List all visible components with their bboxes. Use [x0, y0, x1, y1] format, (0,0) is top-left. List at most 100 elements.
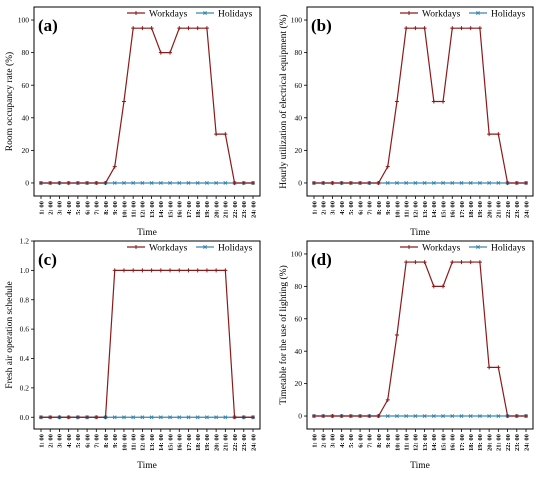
legend-marker-workdays — [407, 11, 411, 15]
x-tick-label: 19: 00 — [204, 433, 211, 451]
data-point-holidays — [140, 181, 145, 185]
x-tick-label: 4: 00 — [66, 200, 73, 214]
data-point-workdays — [431, 99, 436, 104]
legend-marker-holidays — [476, 245, 480, 249]
data-point-workdays — [121, 99, 126, 104]
data-point-holidays — [112, 181, 117, 185]
plot-frame — [306, 240, 534, 430]
data-point-workdays — [422, 26, 427, 31]
data-point-workdays — [85, 415, 90, 420]
data-point-holidays — [168, 181, 172, 185]
x-tick-label: 12: 00 — [413, 433, 420, 451]
legend-item-holidays: Holidays — [196, 9, 253, 19]
data-point-holidays — [431, 414, 436, 418]
data-point-holidays — [459, 414, 464, 418]
x-tick-label: 7: 00 — [367, 200, 374, 214]
x-tick-label: 8: 00 — [376, 200, 383, 214]
y-tick-label: 0.8 — [20, 295, 30, 304]
x-tick-label: 2: 00 — [321, 433, 328, 447]
x-tick-label: 11: 00 — [403, 200, 410, 217]
data-point-holidays — [431, 181, 436, 185]
x-tick-label: 21: 00 — [223, 200, 230, 218]
x-tick-label: 6: 00 — [84, 433, 91, 447]
chart-panel-a: 0 20 40 60 80 100 1: 00 2: 00 3: 00 4: 00 5: 00 6: … — [4, 6, 261, 238]
x-tick-label: 23: 00 — [514, 200, 521, 218]
x-tick-label: 20: 00 — [213, 433, 220, 451]
data-point-workdays — [251, 415, 255, 420]
y-tick-label: 60 — [295, 314, 303, 323]
data-point-workdays — [232, 180, 237, 185]
x-tick-label: 14: 00 — [431, 433, 438, 451]
data-point-holidays — [214, 181, 219, 185]
data-point-workdays — [121, 268, 126, 273]
data-point-holidays — [177, 181, 182, 185]
data-point-holidays — [223, 181, 228, 185]
data-point-workdays — [94, 180, 99, 185]
x-tick-label: 15: 00 — [440, 200, 447, 218]
data-point-workdays — [496, 365, 501, 370]
data-point-workdays — [57, 180, 62, 185]
legend-item-holidays: Holidays — [469, 9, 526, 19]
y-tick-label: 100 — [291, 250, 303, 259]
data-point-workdays — [75, 180, 80, 185]
data-point-holidays — [477, 181, 482, 185]
data-point-workdays — [422, 260, 427, 265]
data-point-workdays — [358, 414, 363, 419]
y-tick-label: 20 — [295, 146, 303, 155]
data-point-workdays — [204, 26, 209, 31]
data-point-workdays — [413, 260, 418, 265]
data-point-holidays — [450, 414, 455, 418]
data-point-workdays — [450, 26, 455, 31]
data-point-workdays — [223, 268, 228, 273]
y-axis-title: Hourly utilization of electrical equipme… — [278, 14, 289, 188]
legend-marker-holidays — [203, 11, 207, 15]
legend-label-workdays: Workdays — [422, 9, 461, 19]
x-tick-label: 1: 00 — [311, 433, 318, 447]
data-point-workdays — [394, 99, 399, 104]
data-point-workdays — [514, 414, 519, 419]
data-point-workdays — [158, 50, 163, 55]
data-point-holidays — [149, 181, 154, 185]
legend-item-workdays: Workdays — [127, 243, 188, 253]
data-point-holidays — [404, 181, 409, 185]
x-tick-label: 14: 00 — [158, 200, 165, 218]
data-point-workdays — [177, 268, 182, 273]
x-tick-label: 3: 00 — [57, 433, 64, 447]
x-tick-label: 1: 00 — [38, 433, 45, 447]
panel-label: (d) — [311, 250, 332, 269]
data-point-workdays — [376, 414, 381, 419]
chart-panel-c: 0.0 0.2 0.4 0.6 0.8 1.0 1.2 1: 00 2: 00 3: 00 4: 0… — [5, 237, 261, 471]
legend-marker-workdays — [407, 245, 411, 249]
legend-item-workdays: Workdays — [400, 243, 461, 253]
data-point-holidays — [131, 181, 136, 185]
x-tick-label: 23: 00 — [514, 433, 521, 451]
data-point-workdays — [413, 26, 418, 31]
data-point-holidays — [413, 414, 418, 418]
data-point-workdays — [241, 180, 246, 185]
data-point-workdays — [524, 180, 528, 185]
data-point-workdays — [367, 414, 372, 419]
series-line-workdays — [314, 27, 526, 184]
x-tick-label: 10: 00 — [121, 200, 128, 218]
y-tick-label: 0 — [298, 412, 302, 421]
y-tick-label: 1.2 — [20, 237, 30, 246]
x-tick-label: 10: 00 — [394, 433, 401, 451]
y-tick-label: 0 — [25, 179, 29, 188]
data-point-workdays — [94, 415, 99, 420]
data-point-workdays — [477, 260, 482, 265]
data-point-workdays — [131, 26, 136, 31]
x-tick-label: 20: 00 — [486, 433, 493, 451]
y-tick-label: 1.0 — [20, 266, 30, 275]
data-point-workdays — [168, 50, 173, 55]
panel-label: (c) — [38, 250, 57, 269]
data-point-workdays — [149, 26, 154, 31]
legend-label-holidays: Holidays — [218, 9, 253, 19]
series-line-workdays — [41, 269, 253, 418]
panel-label: (a) — [38, 16, 58, 35]
data-point-workdays — [348, 180, 353, 185]
x-tick-label: 1: 00 — [311, 200, 318, 214]
legend-marker-workdays — [134, 11, 138, 15]
data-point-workdays — [57, 415, 62, 420]
data-point-holidays — [131, 415, 136, 420]
